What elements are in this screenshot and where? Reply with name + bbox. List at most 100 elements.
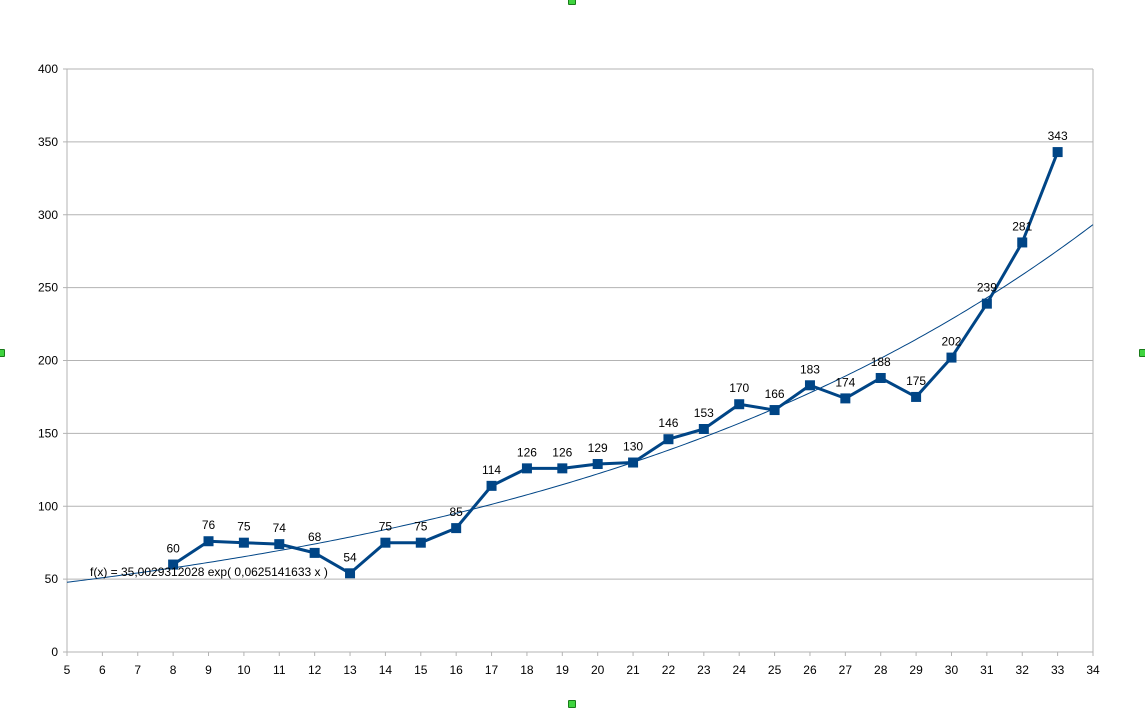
data-label: 153	[694, 406, 714, 420]
data-labels: 60 76 75 74 68 54 75 75 85 114 126 126 129 130 146 153 1…	[166, 129, 1067, 564]
selection-handle-bottom[interactable]	[568, 700, 576, 708]
x-tick-label: 21	[626, 663, 640, 677]
trendline	[66, 224, 1094, 583]
x-tick-label: 6	[99, 663, 106, 677]
x-tick-label: 30	[945, 663, 959, 677]
y-tick-label: 400	[38, 62, 58, 76]
selection-handle-left[interactable]	[0, 349, 5, 357]
data-label: 202	[941, 335, 961, 349]
x-tick-label: 33	[1051, 663, 1065, 677]
data-point	[769, 405, 780, 416]
data-label: 146	[658, 416, 678, 430]
data-label: 76	[202, 518, 216, 532]
data-label: 114	[482, 463, 501, 477]
data-point	[663, 434, 674, 445]
grid-lines	[67, 68, 1093, 653]
x-tick-label: 16	[449, 663, 463, 677]
y-tick-label: 150	[38, 426, 58, 440]
y-tick-label: 250	[38, 281, 58, 295]
data-point	[557, 463, 568, 474]
data-label: 126	[552, 445, 572, 459]
data-label: 174	[835, 375, 855, 389]
trendline-equation: f(x) = 35,0029312028 exp( 0,0625141633 x…	[90, 565, 328, 579]
data-label: 75	[379, 520, 393, 534]
data-label: 166	[765, 387, 785, 401]
data-point	[911, 391, 922, 402]
data-point	[1052, 147, 1063, 158]
x-tick-label: 22	[662, 663, 676, 677]
x-tick-label: 27	[839, 663, 853, 677]
y-tick-label: 50	[45, 572, 59, 586]
x-tick-label: 14	[379, 663, 393, 677]
x-tick-label: 25	[768, 663, 782, 677]
data-point	[946, 352, 957, 363]
x-tick-label: 5	[64, 663, 71, 677]
x-tick-label: 13	[343, 663, 357, 677]
data-label: 129	[588, 441, 608, 455]
x-tick-label: 10	[237, 663, 251, 677]
trendline-group	[66, 224, 1094, 583]
data-point	[309, 547, 320, 558]
data-point	[981, 298, 992, 309]
data-point	[380, 537, 391, 548]
x-tick-label: 15	[414, 663, 428, 677]
data-label: 188	[871, 355, 891, 369]
data-label: 75	[414, 520, 428, 534]
x-tick-label: 8	[170, 663, 177, 677]
data-label: 54	[343, 550, 357, 564]
y-tick-label: 350	[38, 135, 58, 149]
x-tick-label: 9	[205, 663, 212, 677]
data-label: 175	[906, 374, 926, 388]
data-label: 281	[1012, 219, 1032, 233]
data-point	[734, 399, 745, 410]
x-tick-label: 32	[1016, 663, 1030, 677]
x-tick-label: 11	[273, 663, 286, 677]
data-point	[875, 372, 886, 383]
data-point	[840, 393, 851, 404]
y-tick-label: 100	[38, 499, 58, 513]
data-label: 126	[517, 445, 537, 459]
selection-handle-right[interactable]	[1139, 349, 1145, 357]
x-tick-label: 28	[874, 663, 888, 677]
data-label: 170	[729, 381, 749, 395]
x-tick-label: 29	[909, 663, 923, 677]
data-point	[274, 539, 285, 550]
x-tick-label: 17	[485, 663, 499, 677]
data-point	[168, 559, 179, 570]
data-point	[203, 536, 214, 547]
selection-handle-top[interactable]	[568, 0, 576, 5]
data-point	[238, 537, 249, 548]
data-point	[451, 523, 462, 534]
x-tick-label: 31	[980, 663, 994, 677]
axes: 0 50 100 150 200 250 300 350 400 5 6 7 8 9 10 11 12 13 14 1…	[38, 62, 1100, 677]
data-label: 85	[449, 505, 463, 519]
data-point	[415, 537, 426, 548]
data-label: 75	[237, 520, 251, 534]
y-tick-label: 0	[51, 645, 58, 659]
x-tick-label: 20	[591, 663, 605, 677]
data-label: 60	[166, 542, 180, 556]
data-point	[486, 480, 497, 491]
data-label: 183	[800, 362, 820, 376]
series-line	[172, 151, 1060, 575]
x-tick-label: 23	[697, 663, 711, 677]
data-label: 74	[273, 521, 287, 535]
data-label: 343	[1048, 129, 1068, 143]
data-point	[698, 424, 709, 435]
data-label: 130	[623, 440, 643, 454]
y-tick-label: 300	[38, 208, 58, 222]
x-tick-label: 34	[1086, 663, 1100, 677]
x-tick-label: 12	[308, 663, 322, 677]
x-tick-label: 24	[733, 663, 747, 677]
data-point	[1017, 237, 1028, 248]
data-point	[804, 380, 815, 391]
data-point	[521, 463, 532, 474]
data-label: 68	[308, 530, 322, 544]
x-tick-label: 7	[134, 663, 141, 677]
data-point	[345, 568, 356, 579]
y-tick-label: 200	[38, 354, 58, 368]
x-tick-label: 19	[556, 663, 570, 677]
x-tick-label: 18	[520, 663, 534, 677]
data-label: 239	[977, 281, 997, 295]
